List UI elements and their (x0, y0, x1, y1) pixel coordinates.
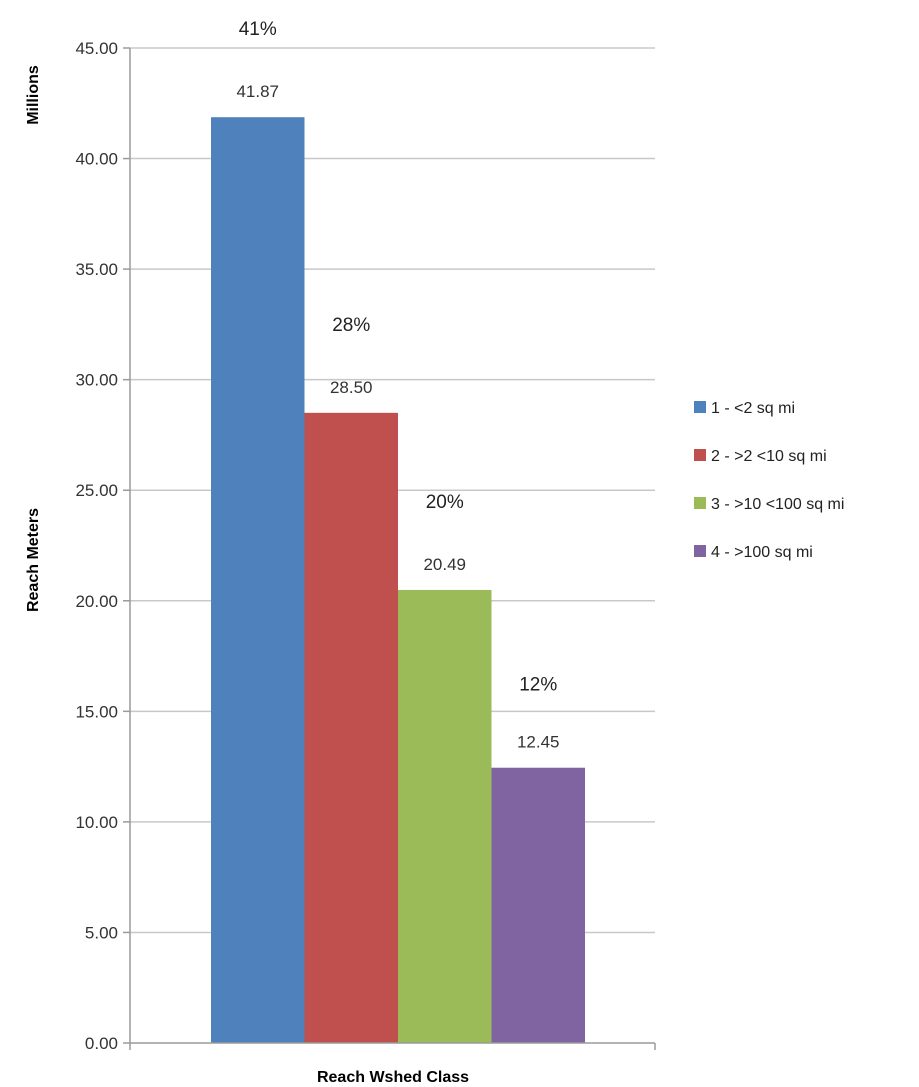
y-axis-ticks: 0.00 5.00 10.00 15.00 20.00 25.00 30.00 35.00 40… (75, 39, 130, 1053)
bar-4 (491, 767, 585, 1043)
legend-entry: 3 - >10 <100 sq mi (711, 496, 844, 513)
legend-swatch (694, 497, 706, 509)
value-label: 28.50 (330, 378, 373, 397)
data-labels: 41.87 41% 28.50 28% 20.49 20% 12.45 12% (236, 19, 559, 752)
bars (211, 117, 585, 1044)
y-tick-label: 0.00 (85, 1034, 118, 1053)
percent-label: 41% (239, 19, 277, 40)
value-label: 41.87 (236, 82, 279, 101)
y-tick-label: 20.00 (75, 592, 118, 611)
y-tick-label: 5.00 (85, 923, 118, 942)
y-tick-label: 35.00 (75, 260, 118, 279)
value-label: 20.49 (423, 555, 466, 574)
percent-label: 12% (519, 675, 557, 696)
bar-2 (304, 412, 398, 1043)
legend: 1 - <2 sq mi 2 - >2 <10 sq mi 3 - >10 <100… (694, 400, 844, 561)
legend-swatch (694, 545, 706, 557)
y-unit-label: Millions (25, 65, 42, 125)
legend-swatch (694, 449, 706, 461)
legend-swatch (694, 401, 706, 413)
value-label: 12.45 (517, 733, 560, 752)
bar-1 (211, 117, 305, 1044)
y-tick-label: 25.00 (75, 481, 118, 500)
y-tick-label: 10.00 (75, 813, 118, 832)
bar-3 (398, 589, 492, 1043)
y-tick-label: 15.00 (75, 702, 118, 721)
legend-entry: 2 - >2 <10 sq mi (711, 448, 827, 465)
y-tick-label: 40.00 (75, 150, 118, 169)
legend-entry: 4 - >100 sq mi (711, 544, 813, 561)
y-axis-title: Reach Meters (25, 508, 42, 612)
percent-label: 20% (426, 492, 464, 513)
y-tick-label: 30.00 (75, 371, 118, 390)
x-axis-title: Reach Wshed Class (317, 1069, 469, 1086)
percent-label: 28% (332, 315, 370, 336)
legend-entry: 1 - <2 sq mi (711, 400, 795, 417)
y-tick-label: 45.00 (75, 39, 118, 58)
axes (129, 48, 656, 1050)
